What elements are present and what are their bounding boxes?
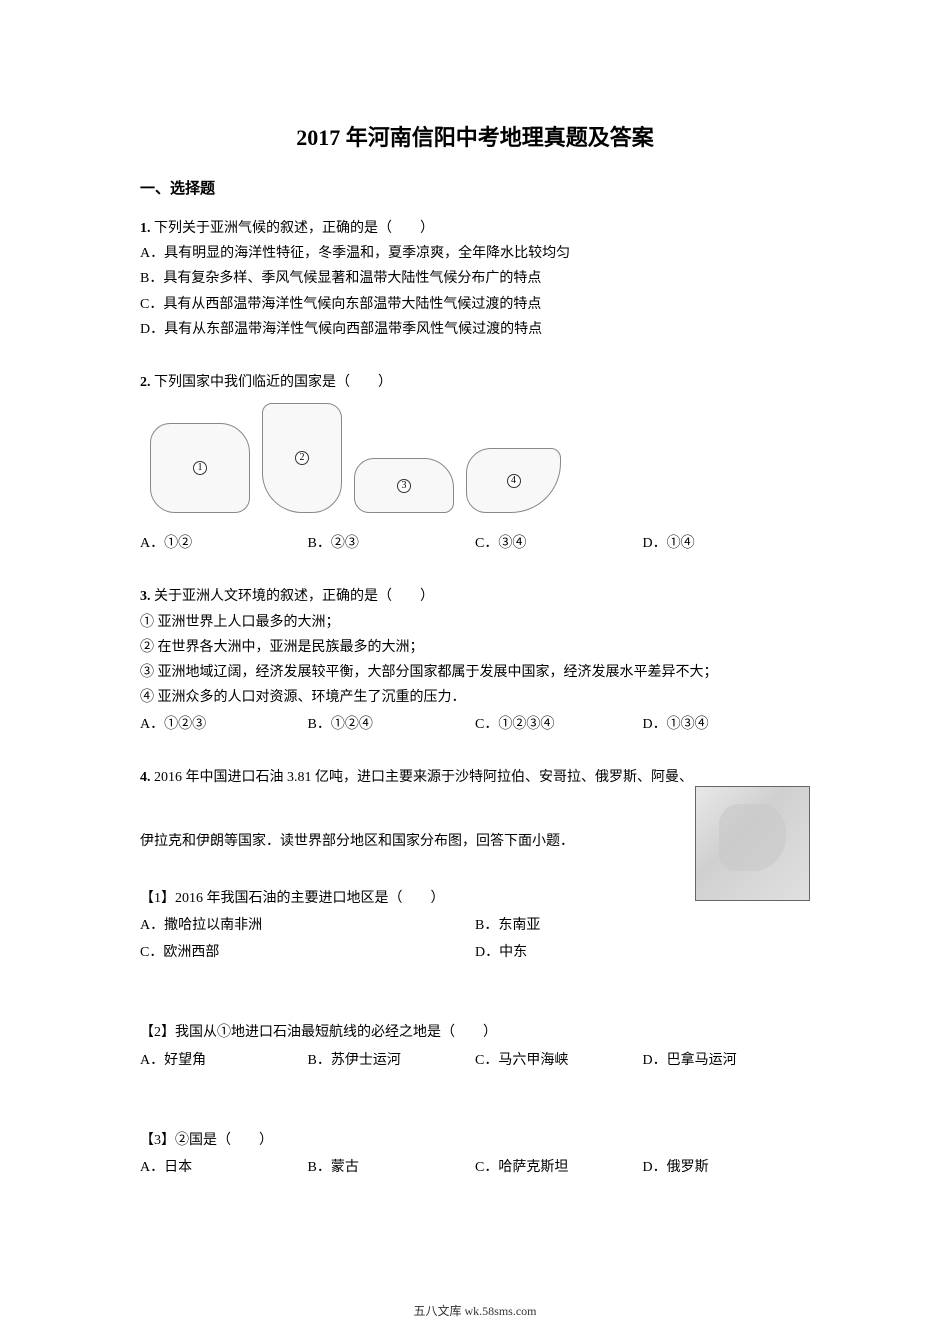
q4-sub2-optA: A．好望角 [140,1048,308,1073]
map-outline-4: 4 [466,448,561,513]
map3-label: 3 [397,479,411,493]
q3-stem: 关于亚洲人文环境的叙述，正确的是（ ） [154,589,434,604]
q4-sub1-optC: C．欧洲西部 [140,940,475,965]
section-header: 一、选择题 [140,177,810,198]
q4-sub1-optA: A．撒哈拉以南非洲 [140,913,475,938]
q4-sub3: 【3】②国是（ ） A．日本 B．蒙古 C．哈萨克斯坦 D．俄罗斯 [140,1128,810,1180]
q3-line2: ② 在世界各大洲中，亚洲是民族最多的大洲； [140,635,810,660]
map-outline-1: 1 [150,423,250,513]
q4-sub1-row1: A．撒哈拉以南非洲 B．东南亚 [140,913,810,938]
q1-optC: C．具有从西部温带海洋性气候向东部温带大陆性气候过渡的特点 [140,292,810,317]
q3-line4: ④ 亚洲众多的人口对资源、环境产生了沉重的压力． [140,685,810,710]
q2-optC: C．③④ [475,531,643,556]
q4-sub1-optD: D．中东 [475,940,810,965]
page-title: 2017 年河南信阳中考地理真题及答案 [140,120,810,152]
question-4: 4. 2016 年中国进口石油 3.81 亿吨，进口主要来源于沙特阿拉伯、安哥拉… [140,765,810,1184]
question-2: 2. 下列国家中我们临近的国家是（ ） 1 2 3 4 A．①② B．②③ C．… [140,370,810,556]
q4-sub3-optD: D．俄罗斯 [643,1155,811,1180]
map2-label: 2 [295,451,309,465]
q4-sub2-row: A．好望角 B．苏伊士运河 C．马六甲海峡 D．巴拿马运河 [140,1048,810,1073]
q1-optD: D．具有从东部温带海洋性气候向西部温带季风性气候过渡的特点 [140,317,810,342]
q4-sub2-label: 【2】我国从①地进口石油最短航线的必经之地是（ ） [140,1020,810,1045]
regional-map-figure [695,786,810,901]
map-outlines-row: 1 2 3 4 [140,403,810,513]
q4-sub2: 【2】我国从①地进口石油最短航线的必经之地是（ ） A．好望角 B．苏伊士运河 … [140,1020,810,1072]
map1-label: 1 [193,461,207,475]
q4-sub1-row2: C．欧洲西部 D．中东 [140,940,810,965]
q4-sub3-label: 【3】②国是（ ） [140,1128,810,1153]
q4-sub3-optB: B．蒙古 [308,1155,476,1180]
q3-line3: ③ 亚洲地域辽阔，经济发展较平衡，大部分国家都属于发展中国家，经济发展水平差异不… [140,660,810,685]
q1-stem-line: 1. 下列关于亚洲气候的叙述，正确的是（ ） [140,216,810,241]
q1-stem: 下列关于亚洲气候的叙述，正确的是（ ） [154,221,434,236]
question-1: 1. 下列关于亚洲气候的叙述，正确的是（ ） A．具有明显的海洋性特征，冬季温和… [140,216,810,342]
q4-num: 4. [140,770,151,785]
q3-optA: A．①②③ [140,712,308,737]
q4-stem1: 2016 年中国进口石油 3.81 亿吨，进口主要来源于沙特阿拉伯、安哥拉、俄罗… [154,770,693,785]
q1-optA: A．具有明显的海洋性特征，冬季温和，夏季凉爽，全年降水比较均匀 [140,241,810,266]
q4-sub3-optA: A．日本 [140,1155,308,1180]
q1-num: 1. [140,221,151,236]
q2-num: 2. [140,375,151,390]
q4-sub2-optB: B．苏伊士运河 [308,1048,476,1073]
q2-options-row: A．①② B．②③ C．③④ D．①④ [140,531,810,556]
q4-sub1-optB: B．东南亚 [475,913,810,938]
q2-optA: A．①② [140,531,308,556]
map4-label: 4 [507,474,521,488]
q3-optD: D．①③④ [643,712,811,737]
map-outline-2: 2 [262,403,342,513]
q2-optB: B．②③ [308,531,476,556]
q1-optB: B．具有复杂多样、季风气候显著和温带大陆性气候分布广的特点 [140,266,810,291]
q2-stem: 下列国家中我们临近的国家是（ ） [154,375,392,390]
page-footer: 五八文库 wk.58sms.com [0,1302,950,1319]
q2-stem-line: 2. 下列国家中我们临近的国家是（ ） [140,370,810,395]
map-outline-3: 3 [354,458,454,513]
q4-sub3-row: A．日本 B．蒙古 C．哈萨克斯坦 D．俄罗斯 [140,1155,810,1180]
q2-optD: D．①④ [643,531,811,556]
q3-line1: ① 亚洲世界上人口最多的大洲； [140,610,810,635]
q3-optC: C．①②③④ [475,712,643,737]
q3-optB: B．①②④ [308,712,476,737]
q4-sub2-optC: C．马六甲海峡 [475,1048,643,1073]
q3-stem-line: 3. 关于亚洲人文环境的叙述，正确的是（ ） [140,584,810,609]
q3-options-row: A．①②③ B．①②④ C．①②③④ D．①③④ [140,712,810,737]
q4-sub3-optC: C．哈萨克斯坦 [475,1155,643,1180]
question-3: 3. 关于亚洲人文环境的叙述，正确的是（ ） ① 亚洲世界上人口最多的大洲； ②… [140,584,810,737]
q4-sub2-optD: D．巴拿马运河 [643,1048,811,1073]
q3-num: 3. [140,589,151,604]
